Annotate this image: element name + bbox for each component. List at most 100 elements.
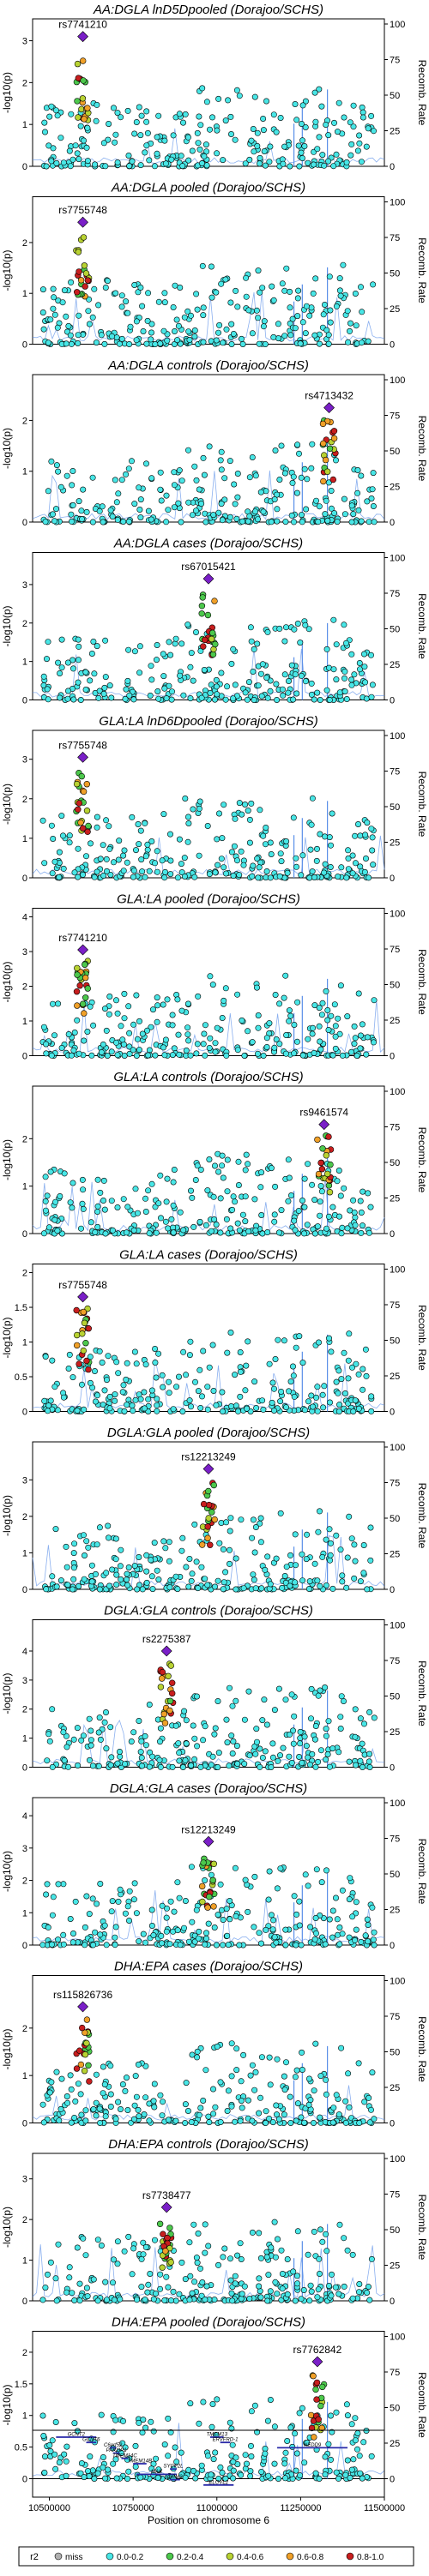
snp-point [327, 2412, 334, 2419]
snp-point [367, 1524, 374, 1531]
snp-point [251, 1924, 257, 1930]
snp-point [291, 1393, 298, 1400]
snp-point [233, 1697, 239, 1704]
snp-point [194, 1162, 201, 1169]
snp-point [45, 1408, 51, 1414]
right-tick-label: 0 [390, 1052, 395, 1062]
snp-point [204, 1582, 211, 1588]
snp-point [359, 2475, 366, 2482]
snp-point [217, 1881, 224, 1888]
snp-point [332, 1045, 339, 1052]
snp-point [260, 1406, 267, 1413]
snp-point [357, 2470, 364, 2477]
snp-point [148, 1573, 155, 1580]
snp-point [74, 150, 81, 157]
snp-point [115, 1898, 122, 1905]
snp-point [69, 657, 76, 664]
snp-point [185, 328, 192, 335]
snp-point [343, 695, 350, 702]
ld-point [320, 477, 327, 485]
snp-point [168, 156, 175, 163]
snp-point [144, 129, 151, 136]
snp-point [212, 2449, 219, 2456]
snp-point [332, 1033, 339, 1040]
snp-point [160, 811, 167, 818]
snp-point [49, 1000, 56, 1007]
y-tick-label: 0 [22, 1585, 27, 1595]
snp-point [247, 624, 254, 631]
snp-point [153, 1374, 160, 1381]
snp-point [150, 1932, 157, 1939]
snp-point [321, 301, 328, 308]
snp-point [210, 2456, 217, 2463]
snp-point [137, 132, 144, 139]
snp-point [197, 1167, 204, 1174]
snp-point [121, 990, 128, 997]
lead-snp-marker [77, 216, 88, 228]
snp-point [158, 497, 165, 504]
snp-point [200, 1737, 207, 1744]
snp-point [202, 1877, 208, 1884]
snp-point [84, 1029, 91, 1036]
right-axis-label: Recomb. Rate [416, 1127, 428, 1193]
snp-point [350, 123, 357, 130]
snp-point [299, 1360, 306, 1366]
snp-point [349, 2295, 356, 2302]
snp-point [227, 1515, 234, 1522]
snp-point [319, 152, 326, 159]
snp-point [167, 831, 174, 838]
snp-point [360, 1188, 366, 1195]
snp-point [294, 620, 301, 627]
snp-point [228, 321, 235, 327]
snp-point [324, 517, 331, 524]
snp-point [355, 2289, 362, 2296]
snp-point [301, 1733, 308, 1740]
snp-point [70, 1736, 77, 1743]
snp-point [344, 308, 351, 315]
snp-point [49, 1573, 56, 1580]
snp-point [290, 814, 297, 821]
snp-point [136, 104, 142, 111]
snp-point [341, 2235, 347, 2242]
snp-point [135, 1210, 142, 1216]
snp-point [66, 2264, 73, 2271]
snp-point [311, 332, 318, 339]
snp-point [339, 1887, 346, 1894]
snp-point [43, 1050, 50, 1057]
snp-point [368, 2453, 375, 2459]
snp-point [328, 487, 335, 494]
ld-point [85, 1324, 93, 1332]
snp-point [325, 332, 332, 339]
snp-point [107, 871, 114, 878]
snp-point [214, 1577, 221, 1584]
snp-point [245, 307, 252, 314]
snp-point [115, 490, 122, 497]
snp-point [275, 335, 281, 342]
snp-point [341, 511, 348, 518]
snp-point [298, 2114, 305, 2121]
snp-point [217, 1229, 224, 1236]
snp-point [97, 1736, 104, 1743]
snp-point [143, 1568, 150, 1575]
snp-point [178, 869, 185, 876]
snp-point [52, 107, 59, 114]
y-axis-label: -log10(p) [1, 1317, 13, 1358]
snp-point [325, 2441, 332, 2447]
snp-point [242, 689, 249, 696]
snp-point [180, 1348, 187, 1355]
snp-point [317, 1212, 323, 1219]
snp-point [281, 470, 288, 477]
snp-point [329, 1934, 335, 1941]
snp-point [82, 686, 89, 693]
right-tick-label: 25 [390, 660, 400, 670]
snp-point [78, 2111, 85, 2118]
snp-point [299, 1759, 305, 1766]
snp-point [125, 2468, 132, 2475]
y-tick-label: 3 [22, 37, 27, 47]
snp-point [55, 2241, 62, 2248]
snp-point [189, 1194, 196, 1201]
snp-point [111, 2297, 118, 2303]
snp-point [217, 2464, 224, 2471]
snp-point [354, 820, 361, 827]
snp-point [133, 337, 140, 344]
